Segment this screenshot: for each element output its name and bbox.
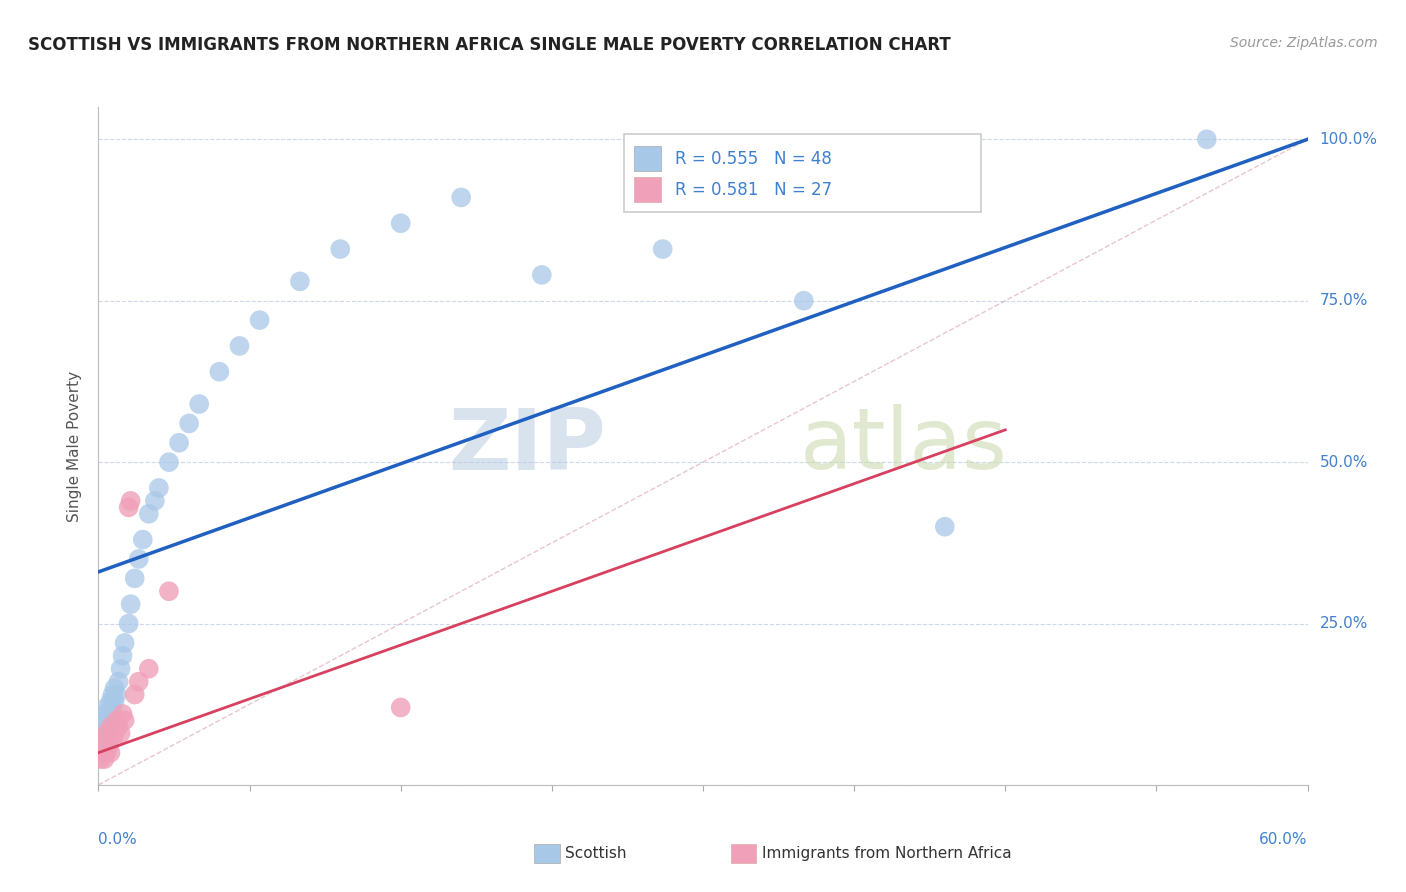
Text: Source: ZipAtlas.com: Source: ZipAtlas.com [1230, 36, 1378, 50]
Text: 0.0%: 0.0% [98, 832, 138, 847]
Text: R = 0.581   N = 27: R = 0.581 N = 27 [675, 181, 832, 199]
Point [96, 726, 118, 740]
Text: Scottish: Scottish [565, 847, 627, 861]
Point [179, 417, 201, 431]
Point [93, 752, 115, 766]
Point [101, 688, 124, 702]
Text: Immigrants from Northern Africa: Immigrants from Northern Africa [762, 847, 1012, 861]
Text: atlas: atlas [800, 404, 1008, 488]
Point [110, 726, 132, 740]
Point [101, 732, 124, 747]
Text: 100.0%: 100.0% [1320, 132, 1378, 147]
Point [91, 739, 114, 754]
Point [157, 455, 180, 469]
Point [96, 746, 118, 760]
Point [120, 597, 142, 611]
Point [103, 726, 125, 740]
Point [105, 714, 128, 728]
Y-axis label: Single Male Poverty: Single Male Poverty [67, 370, 83, 522]
Point [103, 681, 125, 695]
Point [1195, 132, 1218, 146]
Point [93, 732, 115, 747]
Point [89, 746, 111, 760]
Point [249, 313, 271, 327]
Point [128, 552, 150, 566]
Text: 75.0%: 75.0% [1320, 293, 1368, 309]
Point [91, 746, 114, 760]
FancyBboxPatch shape [624, 134, 981, 212]
Point [111, 648, 134, 663]
Point [93, 739, 115, 754]
Point [97, 720, 120, 734]
Point [110, 662, 132, 676]
Point [114, 714, 136, 728]
Point [97, 706, 120, 721]
Point [89, 732, 111, 747]
Point [124, 571, 146, 585]
Point [89, 739, 111, 754]
Bar [634, 177, 661, 202]
Point [101, 700, 124, 714]
Text: ZIP: ZIP [449, 404, 606, 488]
Point [97, 732, 120, 747]
Point [651, 242, 673, 256]
Text: SCOTTISH VS IMMIGRANTS FROM NORTHERN AFRICA SINGLE MALE POVERTY CORRELATION CHAR: SCOTTISH VS IMMIGRANTS FROM NORTHERN AFR… [28, 36, 950, 54]
Point [208, 365, 231, 379]
Point [105, 688, 128, 702]
Point [91, 726, 114, 740]
Point [100, 714, 122, 728]
Point [389, 700, 412, 714]
Point [450, 190, 472, 204]
Point [100, 746, 122, 760]
Point [120, 494, 142, 508]
Point [107, 720, 129, 734]
Point [96, 714, 118, 728]
Point [128, 674, 150, 689]
Point [91, 714, 114, 728]
Point [89, 752, 111, 766]
Point [288, 274, 311, 288]
Point [793, 293, 815, 308]
Point [132, 533, 155, 547]
Point [167, 435, 190, 450]
Point [89, 746, 111, 760]
Point [100, 694, 122, 708]
Point [96, 726, 118, 740]
Point [107, 674, 129, 689]
Point [228, 339, 250, 353]
Text: 60.0%: 60.0% [1260, 832, 1308, 847]
Text: R = 0.555   N = 48: R = 0.555 N = 48 [675, 150, 832, 168]
Point [530, 268, 553, 282]
Point [100, 720, 122, 734]
Text: 25.0%: 25.0% [1320, 616, 1368, 631]
Point [157, 584, 180, 599]
Point [91, 732, 114, 747]
Point [143, 494, 166, 508]
Point [329, 242, 352, 256]
Point [138, 662, 160, 676]
Point [934, 519, 956, 533]
Point [97, 739, 120, 754]
Point [93, 706, 115, 721]
Point [389, 216, 412, 230]
Point [148, 481, 170, 495]
Point [118, 616, 141, 631]
Point [111, 706, 134, 721]
Point [114, 636, 136, 650]
Point [93, 720, 115, 734]
Point [103, 694, 125, 708]
Point [124, 688, 146, 702]
Point [118, 500, 141, 515]
Point [138, 507, 160, 521]
Point [188, 397, 211, 411]
Point [96, 700, 118, 714]
Bar [634, 145, 661, 171]
Text: 50.0%: 50.0% [1320, 455, 1368, 470]
